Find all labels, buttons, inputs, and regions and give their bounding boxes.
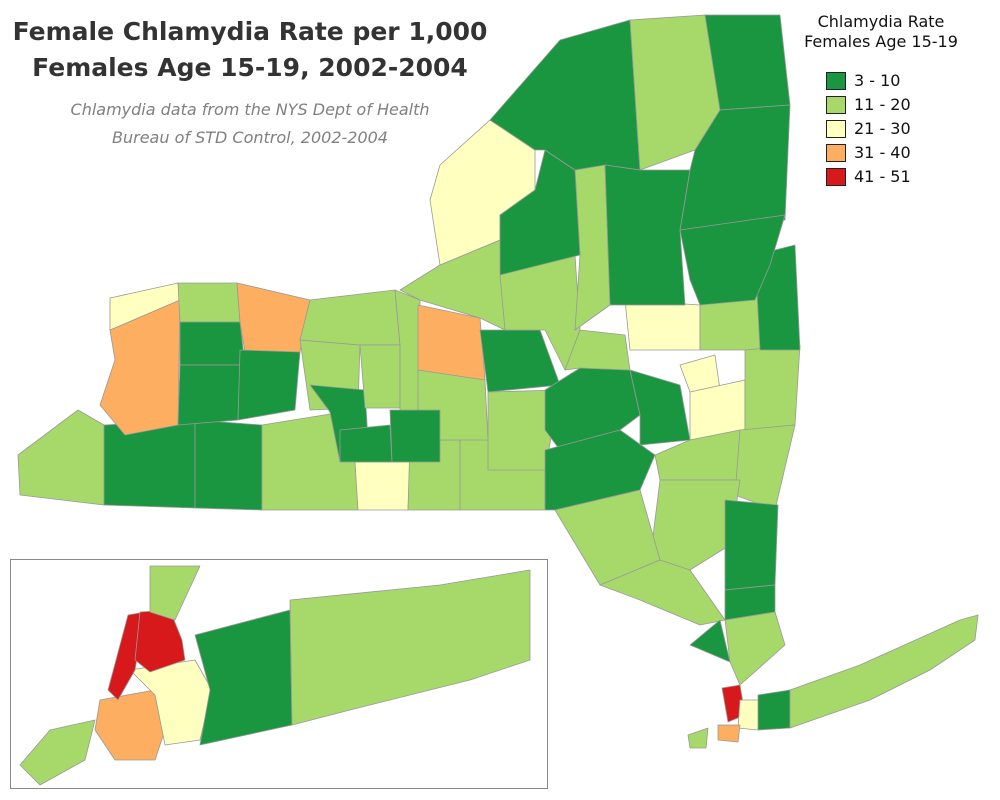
map-subtitle: Chlamydia data from the NYS Dept of Heal… <box>0 96 500 152</box>
county-cortland <box>417 369 489 441</box>
county-queens <box>737 699 761 731</box>
county-schoharie <box>629 369 691 446</box>
legend-swatch <box>826 72 846 90</box>
county-dutchess <box>724 499 779 591</box>
county-genesee <box>179 321 246 366</box>
county-seneca <box>359 344 401 409</box>
legend-label: 31 - 40 <box>854 143 911 162</box>
county-orleans <box>177 282 241 323</box>
county-chautauqua <box>17 409 105 506</box>
county-cattaraugus <box>103 419 196 509</box>
inset-county-richmond <box>19 719 96 786</box>
legend: Chlamydia Rate Females Age 15-19 3 - 10 … <box>796 12 966 186</box>
county-suffolk <box>789 614 979 729</box>
county-allegany <box>194 419 263 511</box>
county-richmond <box>687 727 709 749</box>
county-chemung <box>354 461 411 511</box>
legend-label: 41 - 51 <box>854 167 911 186</box>
county-kings <box>717 724 741 743</box>
legend-swatch <box>826 168 846 186</box>
county-monroe <box>236 282 311 353</box>
legend-title: Chlamydia Rate Females Age 15-19 <box>796 12 966 52</box>
county-nassau <box>757 689 791 731</box>
county-livingston <box>237 349 301 421</box>
legend-title-line-1: Chlamydia Rate <box>817 12 945 31</box>
county-fulton <box>624 299 701 351</box>
legend-label: 3 - 10 <box>854 71 901 90</box>
legend-swatch <box>826 96 846 114</box>
county-wyoming <box>177 364 241 426</box>
county-westchester <box>724 611 786 686</box>
inset-county-nassau <box>194 609 293 746</box>
county-herkimer <box>574 164 611 331</box>
county-warren <box>679 214 786 306</box>
map-title-line-2: Females Age 15-19, 2002-2004 <box>32 53 468 82</box>
inset-county-suffolk <box>289 569 531 726</box>
legend-title-line-2: Females Age 15-19 <box>804 32 958 51</box>
county-montgomery <box>564 329 631 371</box>
county-rensselaer <box>744 344 801 431</box>
main-map <box>17 14 979 749</box>
legend-swatch <box>826 120 846 138</box>
county-wayne <box>299 289 401 346</box>
map-title-line-1: Female Chlamydia Rate per 1,000 <box>12 17 488 46</box>
legend-swatch <box>826 144 846 162</box>
map-title: Female Chlamydia Rate per 1,000 Females … <box>0 14 500 86</box>
legend-label: 11 - 20 <box>854 95 911 114</box>
county-columbia <box>734 424 796 511</box>
county-tompkins <box>389 409 441 463</box>
nyc-inset-map <box>19 565 531 786</box>
county-schuyler <box>339 424 393 463</box>
county-rockland <box>689 619 731 663</box>
county-clinton <box>704 14 791 111</box>
map-subtitle-line-2: Bureau of STD Control, 2002-2004 <box>112 128 388 147</box>
map-subtitle-line-1: Chlamydia data from the NYS Dept of Heal… <box>70 100 430 119</box>
legend-label: 21 - 30 <box>854 119 911 138</box>
inset-county-queens <box>129 659 213 746</box>
county-madison <box>479 329 561 393</box>
nyc-inset-frame <box>10 559 548 789</box>
inset-county-westchester <box>149 565 201 621</box>
county-hamilton <box>604 164 691 306</box>
